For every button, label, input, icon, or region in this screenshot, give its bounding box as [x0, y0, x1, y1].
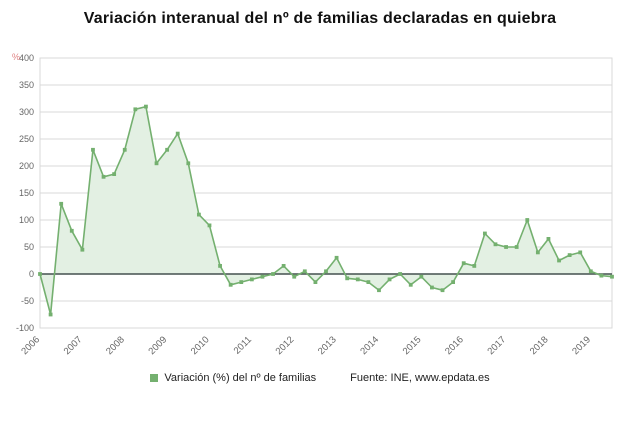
data-point: [546, 237, 551, 241]
unit-label: %: [12, 52, 20, 62]
data-point: [334, 255, 339, 260]
data-point: [567, 253, 572, 257]
y-tick-label: 50: [24, 242, 34, 252]
data-point: [345, 276, 350, 281]
data-point: [514, 245, 519, 249]
data-point: [144, 104, 148, 109]
data-point: [493, 242, 498, 247]
area-fill: [40, 106, 612, 315]
data-point: [91, 147, 95, 152]
data-point: [408, 282, 413, 287]
data-point: [419, 274, 424, 279]
data-point: [133, 107, 138, 112]
legend-row: Variación (%) del nº de familias Fuente:…: [0, 372, 640, 384]
x-tick-label: 2015: [401, 334, 424, 357]
data-point: [48, 312, 53, 317]
data-point: [355, 277, 360, 282]
y-tick-label: 0: [29, 269, 34, 279]
x-tick-label: 2014: [358, 334, 381, 357]
data-point: [196, 212, 201, 217]
data-point: [398, 272, 403, 276]
data-point: [228, 282, 233, 287]
data-point: [101, 174, 106, 179]
data-point: [482, 231, 487, 236]
y-tick-label: 150: [19, 188, 34, 198]
x-tick-label: 2019: [570, 334, 593, 357]
x-tick-label: 2010: [189, 334, 212, 357]
data-point: [451, 280, 456, 284]
legend-swatch-icon: [150, 374, 159, 382]
data-point: [69, 228, 74, 233]
data-point: [535, 250, 540, 255]
x-tick-label: 2009: [147, 334, 170, 357]
y-tick-label: 250: [19, 134, 34, 144]
y-tick-label: -100: [16, 323, 34, 333]
data-point: [281, 264, 286, 268]
chart-title: Variación interanual del nº de familias …: [83, 10, 557, 27]
x-tick-label: 2017: [485, 334, 508, 357]
data-point: [302, 269, 307, 274]
data-point: [154, 161, 159, 166]
data-point: [377, 288, 381, 293]
x-tick-label: 2011: [232, 334, 254, 356]
chart-svg: -100 -50 0 50 100 150 200 250 300 350 400% 2006 2007…: [12, 52, 614, 357]
data-point: [472, 264, 477, 268]
data-point: [525, 218, 530, 222]
data-point: [504, 245, 508, 249]
data-point: [430, 285, 434, 290]
data-point: [292, 274, 297, 279]
y-tick-label: -50: [21, 296, 34, 306]
data-point: [366, 280, 371, 284]
x-tick-label: 2006: [19, 334, 42, 357]
data-point: [271, 272, 275, 276]
data-point: [239, 280, 244, 284]
data-point: [112, 172, 117, 176]
data-point: [578, 250, 583, 255]
y-tick-label: 400: [19, 53, 34, 63]
data-point: [165, 147, 170, 152]
x-tick-label: 2008: [104, 334, 127, 357]
y-tick-label: 300: [19, 107, 34, 117]
data-point: [122, 147, 127, 152]
data-point: [599, 273, 604, 278]
source-text: Fuente: INE, www.epdata.es: [350, 372, 490, 384]
x-tick-label: 2016: [443, 334, 466, 357]
data-point: [59, 201, 64, 206]
data-point: [588, 269, 593, 274]
data-point: [440, 288, 445, 293]
data-point: [175, 131, 180, 136]
data-point: [557, 258, 561, 263]
x-tick-label: 2012: [274, 334, 297, 357]
data-point: [461, 261, 466, 266]
data-point: [80, 247, 85, 252]
data-point: [38, 272, 42, 276]
legend-label: Variación (%) del nº de familias: [164, 372, 317, 384]
y-tick-label: 200: [19, 161, 34, 171]
legend-item: Variación (%) del nº de familias: [150, 372, 316, 384]
data-point: [186, 161, 191, 166]
y-tick-label: 350: [19, 80, 34, 90]
x-tick-label: 2007: [62, 334, 85, 357]
data-point: [324, 269, 328, 274]
data-point: [218, 264, 222, 268]
x-tick-label: 2018: [528, 334, 551, 357]
data-point: [610, 274, 614, 279]
y-tick-label: 100: [19, 215, 34, 225]
data-point: [260, 274, 265, 279]
plot-border: [39, 57, 613, 329]
data-point: [249, 277, 254, 282]
x-tick-label: 2013: [316, 334, 339, 357]
data-point: [313, 280, 318, 284]
data-point: [207, 223, 212, 228]
data-point: [387, 277, 392, 282]
